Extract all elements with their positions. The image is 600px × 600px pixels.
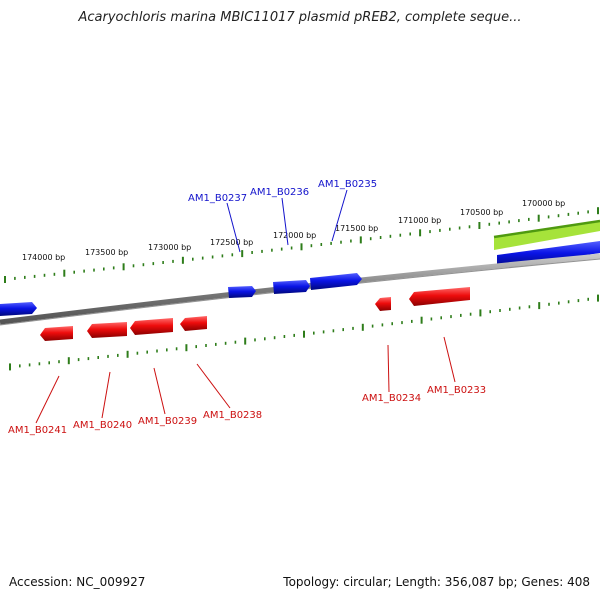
gene-label-reverse: AM1_B0238 [203, 410, 262, 421]
backbone-arc-shade [0, 258, 600, 326]
axis-tick-label: 171000 bp [398, 216, 441, 225]
upper-tick-track [4, 207, 599, 283]
highlight-band-edge [493, 219, 600, 239]
gene-label-reverse: AM1_B0239 [138, 416, 197, 427]
reverse-genes [40, 287, 470, 341]
topology-summary: Topology: circular; Length: 356,087 bp; … [283, 575, 590, 589]
axis-tick-label: 173500 bp [85, 248, 128, 257]
gene-arrow-reverse [375, 297, 391, 311]
gene-arrow-forward [273, 280, 310, 294]
reverse-label-leaders [35, 336, 456, 424]
gene-arrow-forward [310, 273, 362, 290]
gene-arrow-reverse [180, 316, 207, 331]
gene-label-reverse: AM1_B0240 [73, 420, 132, 431]
gene-label-forward: AM1_B0235 [318, 179, 377, 190]
gene-arrow-forward [228, 286, 256, 298]
axis-labels: 174000 bp 173500 bp 173000 bp 172500 bp … [22, 199, 565, 262]
gene-label-reverse: AM1_B0241 [8, 425, 67, 436]
gene-arrow-reverse [409, 287, 470, 306]
backbone-arc [0, 253, 600, 325]
axis-tick-label: 171500 bp [335, 224, 378, 233]
gene-label-forward: AM1_B0236 [250, 187, 309, 198]
forward-genes [0, 273, 362, 316]
gene-label-reverse: AM1_B0233 [427, 385, 486, 396]
gene-arrow-forward [0, 302, 37, 316]
gene-arrow-reverse [87, 322, 127, 338]
forward-label-leaders [226, 189, 348, 253]
axis-tick-label: 174000 bp [22, 253, 65, 262]
highlight-band [494, 222, 600, 250]
gene-label-reverse: AM1_B0234 [362, 393, 421, 404]
forward-gene-labels: AM1_B0237 AM1_B0236 AM1_B0235 [188, 179, 377, 204]
axis-tick-label: 172000 bp [273, 231, 316, 240]
axis-tick-label: 172500 bp [210, 238, 253, 247]
axis-tick-label: 170500 bp [460, 208, 503, 217]
accession-text: Accession: NC_009927 [9, 575, 146, 589]
reverse-gene-labels: AM1_B0241 AM1_B0240 AM1_B0239 AM1_B0238 … [8, 385, 486, 436]
axis-tick-label: 170000 bp [522, 199, 565, 208]
lower-tick-track [9, 294, 599, 371]
gene-arrow-reverse [130, 318, 173, 335]
axis-tick-label: 173000 bp [148, 243, 191, 252]
gene-label-forward: AM1_B0237 [188, 193, 247, 204]
gene-arrow-reverse [40, 326, 73, 341]
map-title: Acaryochloris marina MBIC11017 plasmid p… [78, 10, 522, 25]
